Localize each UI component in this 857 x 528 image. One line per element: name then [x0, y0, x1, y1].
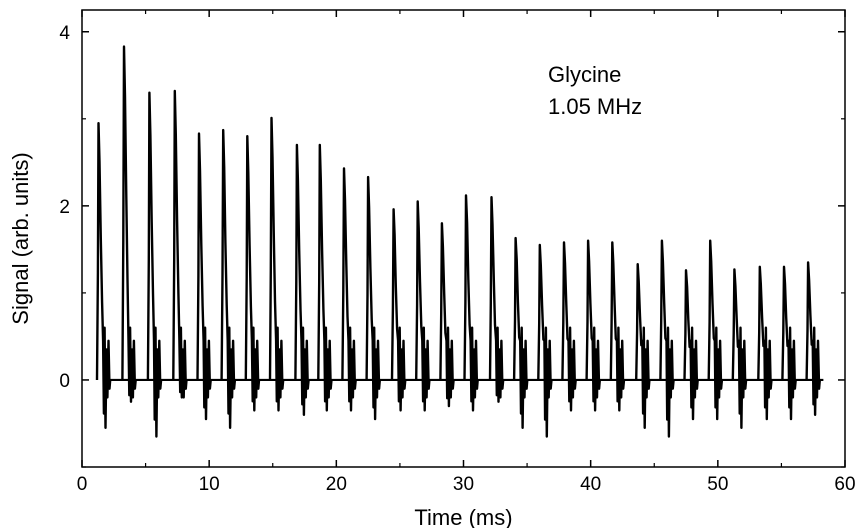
signal-trace-group [95, 45, 824, 438]
echo-27 [731, 268, 748, 429]
plot-frame [81, 9, 846, 468]
axis-ticks [81, 10, 846, 468]
echo-15 [439, 222, 455, 408]
x-tick-label: 10 [199, 474, 220, 495]
echo-16 [463, 194, 479, 412]
echo-10 [317, 143, 333, 412]
x-tick-label: 20 [326, 474, 347, 495]
x-tick-label: 40 [580, 474, 601, 495]
echo-24 [659, 239, 675, 438]
echo-4 [172, 89, 188, 399]
echo-26 [707, 239, 724, 421]
x-axis-label: Time (ms) [414, 505, 512, 528]
echo-29 [781, 265, 797, 421]
echo-21 [585, 239, 601, 412]
tick-labels: 0 10 20 30 40 50 60 0 2 4 [59, 23, 855, 495]
echo-28 [757, 265, 773, 421]
echo-22 [609, 241, 626, 412]
y-tick-label: 2 [59, 197, 70, 218]
annotation-frequency: 1.05 MHz [548, 94, 642, 119]
echo-1 [95, 122, 112, 429]
echo-11 [341, 167, 357, 412]
echo-18 [512, 236, 529, 429]
y-tick-label: 0 [59, 371, 70, 392]
echo-9 [294, 143, 310, 416]
echo-5 [196, 132, 212, 421]
x-tick-label: 60 [834, 474, 855, 495]
plot-border [81, 9, 846, 468]
y-axis-label: Signal (arb. units) [8, 152, 33, 324]
x-tick-label: 30 [453, 474, 474, 495]
x-tick-label: 0 [77, 474, 88, 495]
echo-23 [635, 263, 651, 429]
echo-6 [220, 128, 237, 429]
echo-12 [365, 175, 381, 421]
echo-2 [121, 45, 137, 403]
echo-8 [268, 116, 285, 412]
echo-7 [244, 135, 261, 412]
y-tick-label: 4 [59, 23, 70, 44]
x-tick-label: 50 [707, 474, 728, 495]
echo-14 [415, 200, 431, 412]
echo-17 [488, 196, 505, 403]
echo-20 [561, 241, 577, 412]
annotation-sample: Glycine [548, 62, 621, 87]
echo-19 [537, 243, 553, 438]
echo-13 [390, 208, 407, 412]
echo-3 [146, 91, 163, 438]
echo-25 [683, 269, 699, 421]
echo-30 [805, 261, 821, 416]
